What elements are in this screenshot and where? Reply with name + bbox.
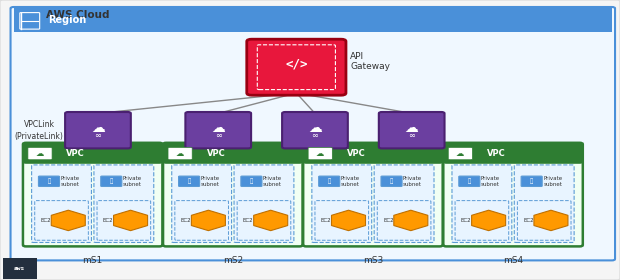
FancyBboxPatch shape [11, 7, 615, 260]
Text: Private
subnet: Private subnet [403, 176, 422, 187]
FancyBboxPatch shape [3, 258, 37, 279]
FancyBboxPatch shape [312, 165, 372, 242]
FancyBboxPatch shape [185, 112, 251, 148]
Text: ☁: ☁ [91, 121, 105, 135]
Text: Region: Region [48, 15, 86, 25]
FancyBboxPatch shape [374, 165, 434, 242]
FancyBboxPatch shape [23, 143, 162, 164]
FancyBboxPatch shape [381, 176, 402, 186]
Text: EC2: EC2 [103, 218, 113, 223]
Text: 🔒: 🔒 [530, 178, 533, 184]
Text: ☁: ☁ [175, 149, 184, 158]
Text: </>: </> [285, 58, 308, 71]
FancyBboxPatch shape [452, 165, 512, 242]
FancyBboxPatch shape [32, 165, 92, 242]
FancyBboxPatch shape [303, 143, 443, 164]
Text: AWS Cloud: AWS Cloud [46, 10, 110, 20]
FancyBboxPatch shape [28, 148, 52, 160]
Text: Private
subnet: Private subnet [480, 176, 500, 187]
Text: 🔒: 🔒 [327, 178, 331, 184]
FancyBboxPatch shape [20, 13, 40, 29]
Text: ☁: ☁ [35, 149, 44, 158]
FancyBboxPatch shape [379, 112, 445, 148]
Text: Private
subnet: Private subnet [60, 176, 79, 187]
Text: ☁: ☁ [211, 121, 225, 135]
Text: mS4: mS4 [503, 256, 523, 265]
Text: 🔒: 🔒 [110, 178, 113, 184]
Text: ☁: ☁ [405, 121, 418, 135]
FancyBboxPatch shape [303, 143, 443, 246]
Polygon shape [534, 210, 568, 231]
FancyBboxPatch shape [65, 112, 131, 148]
FancyBboxPatch shape [308, 148, 332, 160]
Text: VPC: VPC [206, 149, 225, 158]
FancyBboxPatch shape [100, 176, 122, 186]
FancyBboxPatch shape [179, 176, 200, 186]
Text: ∞: ∞ [215, 131, 222, 140]
FancyBboxPatch shape [247, 39, 346, 95]
Text: EC2: EC2 [321, 218, 331, 223]
Text: EC2: EC2 [243, 218, 254, 223]
Text: EC2: EC2 [383, 218, 394, 223]
Text: ∞: ∞ [311, 131, 319, 140]
FancyBboxPatch shape [459, 176, 480, 186]
Text: mS3: mS3 [363, 256, 383, 265]
Text: mS1: mS1 [82, 256, 103, 265]
Text: VPC: VPC [347, 149, 365, 158]
Text: 🔒: 🔒 [467, 178, 471, 184]
FancyBboxPatch shape [168, 148, 192, 160]
Text: 🔒: 🔒 [187, 178, 191, 184]
Text: ☁: ☁ [308, 121, 322, 135]
FancyBboxPatch shape [23, 143, 162, 246]
Text: Private
subnet: Private subnet [263, 176, 282, 187]
FancyBboxPatch shape [514, 165, 574, 242]
Polygon shape [332, 210, 366, 231]
Text: ∞: ∞ [94, 131, 102, 140]
Text: EC2: EC2 [40, 218, 51, 223]
Text: EC2: EC2 [180, 218, 191, 223]
FancyBboxPatch shape [241, 176, 262, 186]
Text: 🔒: 🔒 [390, 178, 393, 184]
Polygon shape [113, 210, 148, 231]
Text: aws: aws [14, 266, 25, 271]
Text: VPC: VPC [487, 149, 505, 158]
Polygon shape [254, 210, 288, 231]
FancyBboxPatch shape [172, 165, 232, 242]
FancyBboxPatch shape [448, 148, 472, 160]
FancyBboxPatch shape [163, 143, 303, 164]
Text: ☁: ☁ [316, 149, 324, 158]
Polygon shape [51, 210, 86, 231]
FancyBboxPatch shape [234, 165, 294, 242]
FancyBboxPatch shape [443, 143, 583, 164]
Polygon shape [394, 210, 428, 231]
Text: VPCLink
(PrivateLink): VPCLink (PrivateLink) [15, 120, 63, 141]
Text: Private
subnet: Private subnet [200, 176, 219, 187]
Text: Private
subnet: Private subnet [543, 176, 562, 187]
Text: Private
subnet: Private subnet [340, 176, 360, 187]
FancyBboxPatch shape [282, 112, 348, 148]
Text: API
Gateway: API Gateway [350, 52, 391, 71]
Text: EC2: EC2 [523, 218, 534, 223]
Polygon shape [192, 210, 226, 231]
Text: Private
subnet: Private subnet [123, 176, 142, 187]
FancyBboxPatch shape [38, 176, 60, 186]
Text: 🔒: 🔒 [250, 178, 253, 184]
Text: ∞: ∞ [408, 131, 415, 140]
Polygon shape [472, 210, 506, 231]
FancyBboxPatch shape [521, 176, 542, 186]
FancyBboxPatch shape [319, 176, 340, 186]
Text: ☁: ☁ [456, 149, 464, 158]
Text: VPC: VPC [66, 149, 85, 158]
Text: EC2: EC2 [461, 218, 471, 223]
FancyBboxPatch shape [443, 143, 583, 246]
FancyBboxPatch shape [14, 8, 612, 32]
FancyBboxPatch shape [94, 165, 154, 242]
Text: 🔒: 🔒 [47, 178, 51, 184]
FancyBboxPatch shape [163, 143, 303, 246]
Text: mS2: mS2 [223, 256, 243, 265]
